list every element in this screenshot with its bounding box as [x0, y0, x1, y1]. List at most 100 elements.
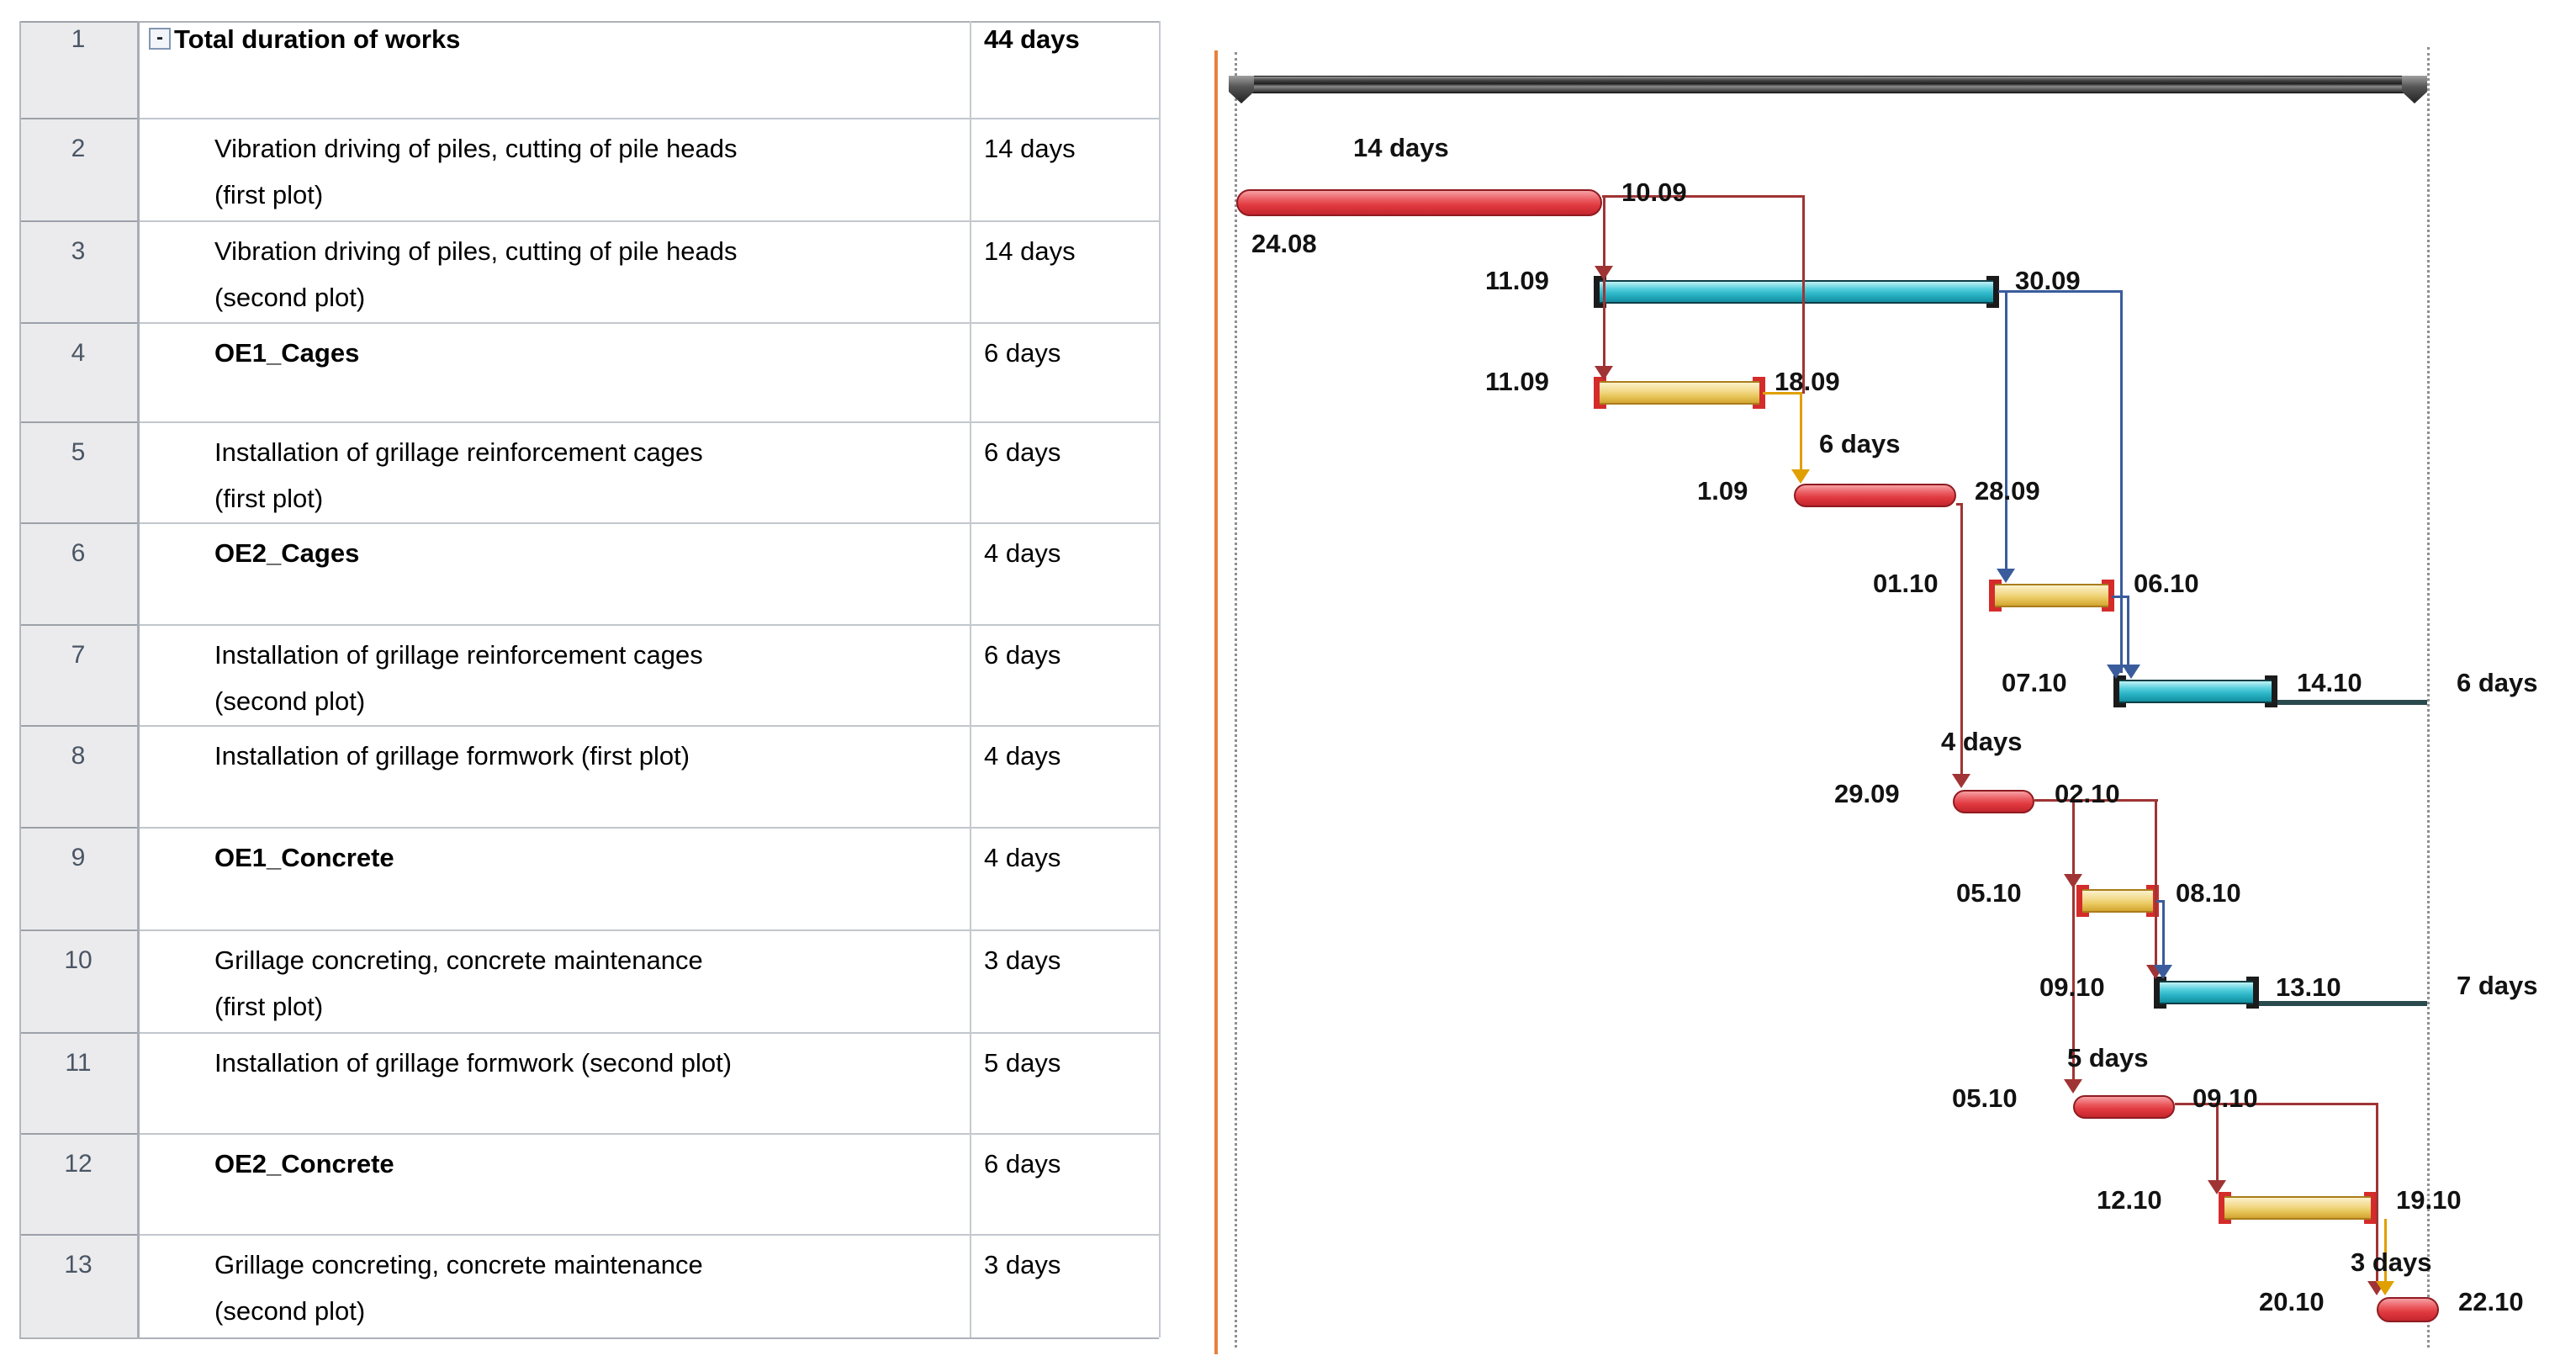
dependency-connector-blue	[2127, 596, 2129, 673]
task-name-cell[interactable]: OE1_Concrete	[214, 843, 394, 872]
table-row-border	[19, 21, 1159, 23]
bar-end-date-label: 22.10	[2458, 1287, 2524, 1316]
bar-start-date-label: 05.10	[1952, 1083, 2018, 1113]
bar-end-date-label: 13.10	[2276, 972, 2341, 1002]
task-name-cell[interactable]: Vibration driving of piles, cutting of p…	[214, 134, 738, 163]
dependency-arrow-icon	[2064, 1079, 2082, 1094]
row-number-cell[interactable]: 2	[71, 135, 86, 162]
duration-cell[interactable]: 4 days	[984, 843, 1061, 872]
bar-end-bracket	[1753, 377, 1765, 409]
row-number-cell[interactable]: 10	[64, 946, 93, 974]
table-row: 4 OE1_Cages 6 days	[0, 322, 1177, 421]
number-cell-border	[19, 21, 137, 23]
task-name-line2: (second plot)	[214, 686, 366, 716]
bar-end-date-label: 09.10	[2193, 1083, 2258, 1113]
bar-end-bracket	[2265, 675, 2277, 707]
bar-start-date-label: 11.09	[1485, 266, 1549, 295]
dependency-connector-red	[2376, 1103, 2378, 1288]
row-number-cell[interactable]: 11	[65, 1049, 92, 1077]
bar-start-date-label: 24.08	[1251, 229, 1317, 258]
task-name-cell[interactable]: Installation of grillage formwork (first…	[214, 741, 690, 771]
task-name-cell[interactable]: Installation of grillage formwork (secon…	[214, 1048, 733, 1078]
number-cell-border	[19, 118, 137, 119]
duration-cell[interactable]: 6 days	[984, 640, 1061, 670]
bar-end-bracket	[2364, 1192, 2377, 1224]
row-number-cell[interactable]: 9	[71, 844, 86, 871]
bar-duration-label: 4 days	[1941, 727, 2023, 756]
task-name-cell[interactable]: Total duration of works	[174, 24, 461, 54]
gantt-bar-yellow[interactable]	[1992, 584, 2112, 607]
dependency-connector-blue	[2112, 596, 2129, 598]
task-name-cell[interactable]: OE2_Cages	[214, 538, 360, 568]
task-name-cell[interactable]: Installation of grillage reinforcement c…	[214, 437, 703, 467]
duration-cell[interactable]: 14 days	[984, 134, 1076, 163]
summary-bar[interactable]	[1239, 76, 2417, 93]
dependency-connector-red	[2034, 799, 2158, 802]
gantt-bar-teal[interactable]	[2116, 680, 2275, 703]
duration-cell[interactable]: 6 days	[984, 437, 1061, 467]
dependency-arrow-icon	[2064, 874, 2082, 888]
dependency-arrow-icon	[2122, 665, 2140, 679]
duration-cell[interactable]: 44 days	[984, 24, 1080, 54]
slack-line	[2275, 700, 2427, 705]
row-number-cell[interactable]: 7	[71, 641, 86, 669]
task-name-line2: (second plot)	[214, 1296, 366, 1326]
number-cell-border	[19, 1133, 137, 1135]
gantt-bar-yellow[interactable]	[2221, 1196, 2374, 1220]
table-row-border	[19, 725, 1159, 727]
bar-end-date-label: 06.10	[2134, 569, 2199, 598]
bar-end-date-label: 08.10	[2176, 878, 2241, 908]
dependency-connector-red	[1802, 195, 1805, 394]
task-name-cell[interactable]: Grillage concreting, concrete maintenanc…	[214, 1250, 703, 1279]
gantt-bar-red[interactable]	[1953, 790, 2034, 813]
bar-duration-label: 7 days	[2457, 971, 2538, 1000]
dependency-connector-red	[2072, 799, 2075, 1089]
dependency-connector-blue	[2120, 290, 2123, 673]
row-number-cell[interactable]: 1	[71, 25, 86, 53]
duration-cell[interactable]: 4 days	[984, 538, 1061, 568]
row-number-cell[interactable]: 12	[64, 1150, 93, 1178]
gantt-bar-red[interactable]	[1236, 189, 1602, 216]
gantt-bar-yellow[interactable]	[2079, 889, 2156, 913]
gantt-bar-teal[interactable]	[2156, 981, 2256, 1004]
duration-cell[interactable]: 14 days	[984, 236, 1076, 266]
duration-cell[interactable]: 4 days	[984, 741, 1061, 771]
dependency-connector-gold	[1800, 392, 1802, 478]
number-cell-border	[19, 827, 137, 829]
duration-cell[interactable]: 5 days	[984, 1048, 1061, 1078]
dependency-connector-red	[2175, 1103, 2378, 1105]
task-name-cell[interactable]: OE1_Cages	[214, 338, 360, 368]
duration-cell[interactable]: 6 days	[984, 338, 1061, 368]
duration-cell[interactable]: 6 days	[984, 1149, 1061, 1178]
collapse-toggle-icon[interactable]: -	[149, 28, 171, 50]
summary-bar-start-cap	[1229, 76, 1254, 103]
table-row-border	[19, 220, 1159, 222]
dependency-arrow-icon	[2154, 965, 2172, 979]
duration-cell[interactable]: 3 days	[984, 1250, 1061, 1279]
dependency-arrow-icon	[2208, 1180, 2226, 1194]
gantt-bar-red[interactable]	[2073, 1095, 2175, 1119]
gantt-bar-teal[interactable]	[1596, 280, 1997, 304]
duration-cell[interactable]: 3 days	[984, 945, 1061, 975]
gantt-bar-yellow[interactable]	[1596, 381, 1763, 405]
row-number-cell[interactable]: 13	[64, 1251, 93, 1279]
task-name-cell[interactable]: Grillage concreting, concrete maintenanc…	[214, 945, 703, 975]
gantt-bar-red[interactable]	[2377, 1297, 2439, 1322]
row-number-cell[interactable]: 3	[71, 237, 86, 265]
table-row-border	[19, 421, 1159, 423]
dependency-connector-red	[1603, 195, 1605, 377]
task-name-cell[interactable]: Vibration driving of piles, cutting of p…	[214, 236, 738, 266]
row-number-cell[interactable]: 6	[71, 539, 86, 567]
task-name-cell[interactable]: OE2_Concrete	[214, 1149, 394, 1178]
dependency-connector-blue	[2162, 900, 2165, 976]
bar-start-bracket	[2113, 675, 2126, 707]
bar-duration-label: 6 days	[1819, 429, 1901, 458]
row-number-cell[interactable]: 8	[71, 742, 86, 770]
row-number-cell[interactable]: 4	[71, 339, 86, 367]
gantt-bar-red[interactable]	[1794, 484, 1956, 507]
bar-end-date-label: 30.09	[2015, 266, 2081, 295]
dependency-connector-blue	[1998, 290, 2007, 293]
row-number-cell[interactable]: 5	[71, 438, 86, 466]
task-name-cell[interactable]: Installation of grillage reinforcement c…	[214, 640, 703, 670]
